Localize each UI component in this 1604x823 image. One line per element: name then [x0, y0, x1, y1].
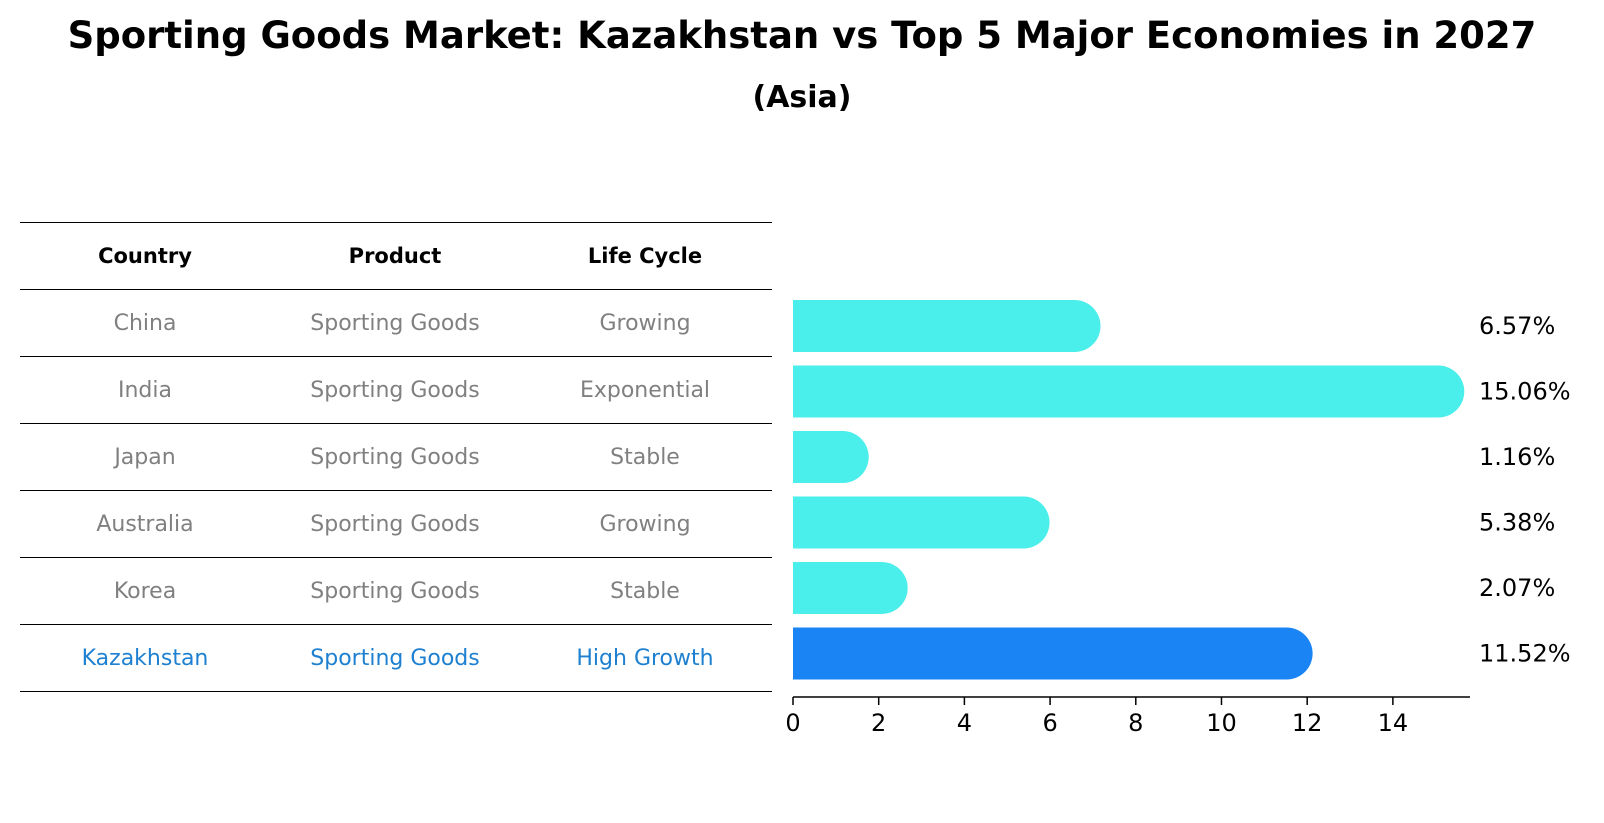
- value-label: 6.57%: [1479, 312, 1555, 340]
- cell-product: Sporting Goods: [310, 377, 480, 403]
- x-tick-label: 4: [957, 709, 972, 737]
- table-row: Japan Sporting Goods Stable: [20, 423, 772, 490]
- bar-china: [793, 300, 1101, 352]
- cell-life-cycle: Stable: [610, 444, 680, 470]
- bar-india: [793, 365, 1465, 418]
- value-label: 15.06%: [1479, 378, 1571, 406]
- bar-korea: [793, 562, 908, 614]
- cell-product: Sporting Goods: [310, 444, 480, 470]
- bar-japan: [793, 431, 869, 483]
- bar-kazakhstan: [793, 627, 1313, 680]
- cell-life-cycle: Growing: [599, 511, 691, 537]
- cell-life-cycle: High Growth: [576, 645, 714, 671]
- cell-product: Sporting Goods: [310, 645, 480, 671]
- data-table: Country Product Life Cycle China Sportin…: [20, 222, 772, 692]
- cell-country: Korea: [113, 578, 177, 604]
- cell-product: Sporting Goods: [310, 310, 480, 336]
- header-country: Country: [98, 244, 192, 268]
- cell-product: Sporting Goods: [310, 511, 480, 537]
- cell-product: Sporting Goods: [310, 578, 480, 604]
- x-tick-label: 10: [1206, 709, 1237, 737]
- cell-country: China: [113, 310, 177, 336]
- cell-country: India: [118, 377, 172, 403]
- x-tick-label: 12: [1292, 709, 1323, 737]
- cell-country: Japan: [114, 444, 176, 470]
- value-label: 11.52%: [1479, 640, 1571, 668]
- table-row: Australia Sporting Goods Growing: [20, 490, 772, 557]
- header-life-cycle: Life Cycle: [587, 244, 703, 268]
- cell-country: Kazakhstan: [81, 645, 209, 671]
- x-tick-label: 14: [1378, 709, 1409, 737]
- x-tick-label: 6: [1042, 709, 1057, 737]
- cell-life-cycle: Growing: [599, 310, 691, 336]
- table-row: Korea Sporting Goods Stable: [20, 557, 772, 624]
- value-label: 2.07%: [1479, 574, 1555, 602]
- x-tick-label: 2: [871, 709, 886, 737]
- table-row: China Sporting Goods Growing: [20, 289, 772, 356]
- table-row-highlighted: Kazakhstan Sporting Goods High Growth: [20, 624, 772, 692]
- x-tick-label: 8: [1128, 709, 1143, 737]
- cell-country: Australia: [96, 511, 194, 537]
- bar-australia: [793, 496, 1050, 549]
- x-tick-label: 0: [785, 709, 800, 737]
- chart-subtitle: (Asia): [752, 80, 852, 115]
- header-product: Product: [348, 244, 442, 268]
- cell-life-cycle: Exponential: [579, 377, 711, 403]
- value-label: 1.16%: [1479, 443, 1555, 471]
- value-label: 5.38%: [1479, 509, 1555, 537]
- cell-life-cycle: Stable: [610, 578, 680, 604]
- chart-title: Sporting Goods Market: Kazakhstan vs Top…: [67, 14, 1537, 57]
- table-row: India Sporting Goods Exponential: [20, 356, 772, 423]
- table-header-row: Country Product Life Cycle: [20, 222, 772, 289]
